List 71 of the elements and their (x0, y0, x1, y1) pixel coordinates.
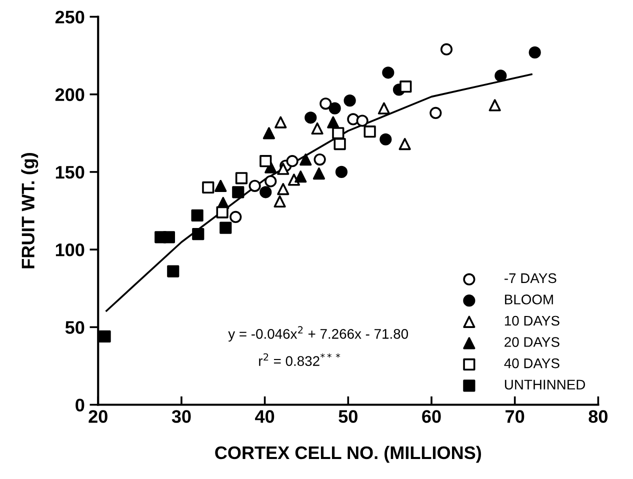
annotation: y = -0.046x$^{2}$ + 7.266x - 71.80 (228, 326, 408, 342)
point (202, 181, 214, 194)
x-tick-label: 40 (255, 410, 274, 423)
y-tick-label: 50 (65, 321, 84, 334)
point (347, 113, 360, 126)
point (440, 43, 453, 56)
point (294, 170, 307, 183)
point (356, 114, 368, 127)
legend-label: 40 DAYS (504, 358, 560, 368)
point (334, 138, 346, 150)
point (230, 210, 242, 224)
y-tick-label: 200 (55, 88, 84, 102)
point (488, 99, 501, 112)
point (167, 265, 180, 278)
point (248, 180, 261, 192)
point (494, 70, 507, 82)
point (332, 127, 344, 140)
point (398, 138, 411, 150)
x-tick-label: 50 (338, 410, 358, 423)
point (274, 116, 287, 128)
point (364, 126, 376, 138)
point (344, 94, 356, 107)
y-axis-title: FRUIT WT. (g) (21, 152, 38, 268)
legend-label: 10 DAYS (504, 316, 560, 326)
point (311, 122, 324, 135)
y-tick-label: 0 (76, 398, 84, 412)
point (214, 180, 227, 192)
point (304, 112, 317, 124)
legend-label: UNTHINNED (504, 380, 586, 390)
point (430, 106, 442, 120)
y-tick-label: 250 (55, 10, 84, 24)
point (192, 228, 204, 240)
y-tick-label: 100 (56, 243, 84, 256)
point (162, 231, 176, 244)
legend-label: 20 DAYS (504, 337, 560, 347)
x-tick-label: 20 (88, 410, 108, 423)
point (216, 206, 228, 218)
point (277, 162, 290, 175)
legend-label: BLOOM (505, 294, 553, 304)
point (232, 186, 244, 198)
point (335, 166, 348, 178)
point (191, 209, 204, 222)
point (382, 66, 394, 79)
point (264, 175, 277, 188)
point (312, 167, 326, 180)
x-axis-title: CORTEX CELL NO. (MILLIONS) (215, 446, 481, 463)
point (380, 133, 392, 146)
point (277, 182, 290, 196)
y-tick-label: 150 (56, 166, 84, 179)
point (260, 155, 272, 168)
x-tick-label: 60 (422, 410, 441, 423)
point (528, 46, 541, 59)
point (274, 195, 286, 208)
point (98, 330, 111, 343)
x-tick-label: 30 (172, 410, 191, 423)
point (300, 153, 312, 166)
point (314, 153, 326, 166)
point (286, 155, 298, 168)
annotation: r$^{2}$ = 0.832$^{***}$ (259, 353, 340, 366)
point (328, 102, 341, 114)
point (220, 222, 232, 234)
legend-label: -7 DAYS (504, 273, 556, 284)
point (327, 116, 340, 128)
point (235, 172, 248, 184)
point (320, 98, 332, 110)
x-tick-label: 80 (588, 410, 608, 423)
point (400, 80, 412, 93)
x-tick-label: 70 (506, 410, 524, 423)
point (260, 186, 272, 198)
point (378, 102, 390, 114)
point (262, 127, 276, 140)
